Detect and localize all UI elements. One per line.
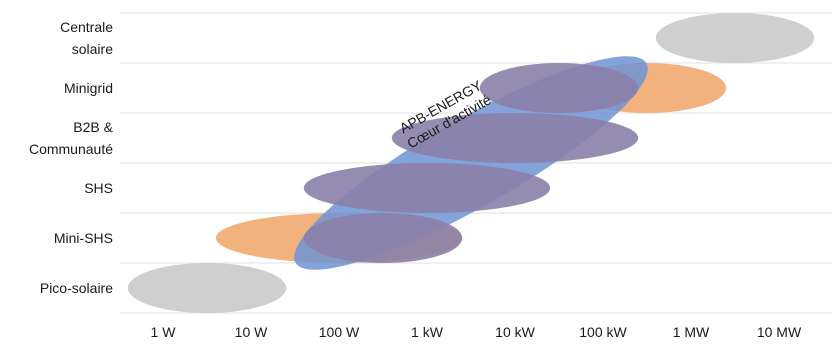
category-labels: Centrale solaire Minigrid B2B & Communauté SH… bbox=[29, 19, 114, 296]
x-tick-label-10-kw: 10 kW bbox=[495, 324, 535, 340]
range-centrale-solaire-0 bbox=[655, 13, 815, 63]
x-tick-label-100-w: 100 W bbox=[319, 324, 360, 340]
x-tick-label-10-w: 10 W bbox=[235, 324, 268, 340]
x-tick-label-1-w: 1 W bbox=[151, 324, 177, 340]
range-ellipses bbox=[127, 13, 815, 313]
range-mini-shs-6 bbox=[303, 213, 463, 263]
x-tick-label-10-mw: 10 MW bbox=[757, 324, 802, 340]
range-b2b-communaut-3 bbox=[391, 113, 639, 163]
range-shs-4 bbox=[303, 163, 551, 213]
range-minigrid-2 bbox=[479, 63, 639, 113]
category-label-pico-solaire: Pico-solaire bbox=[40, 280, 113, 296]
category-label-mini-shs: Mini-SHS bbox=[54, 230, 113, 246]
x-axis-tick-labels: 1 W 10 W 100 W 1 kW 10 kW 100 kW 1 MW 10 MW bbox=[151, 324, 802, 340]
range-pico-solaire-7 bbox=[127, 263, 287, 313]
x-tick-label-100-kw: 100 kW bbox=[579, 324, 627, 340]
category-label-centrale-solaire: Centrale solaire bbox=[60, 19, 113, 57]
category-label-b2b-communaut: B2B & Communauté bbox=[29, 119, 114, 157]
category-label-shs: SHS bbox=[84, 180, 113, 196]
x-tick-label-1-mw: 1 MW bbox=[673, 324, 710, 340]
category-label-minigrid: Minigrid bbox=[64, 80, 113, 96]
x-tick-label-1-kw: 1 kW bbox=[411, 324, 444, 340]
